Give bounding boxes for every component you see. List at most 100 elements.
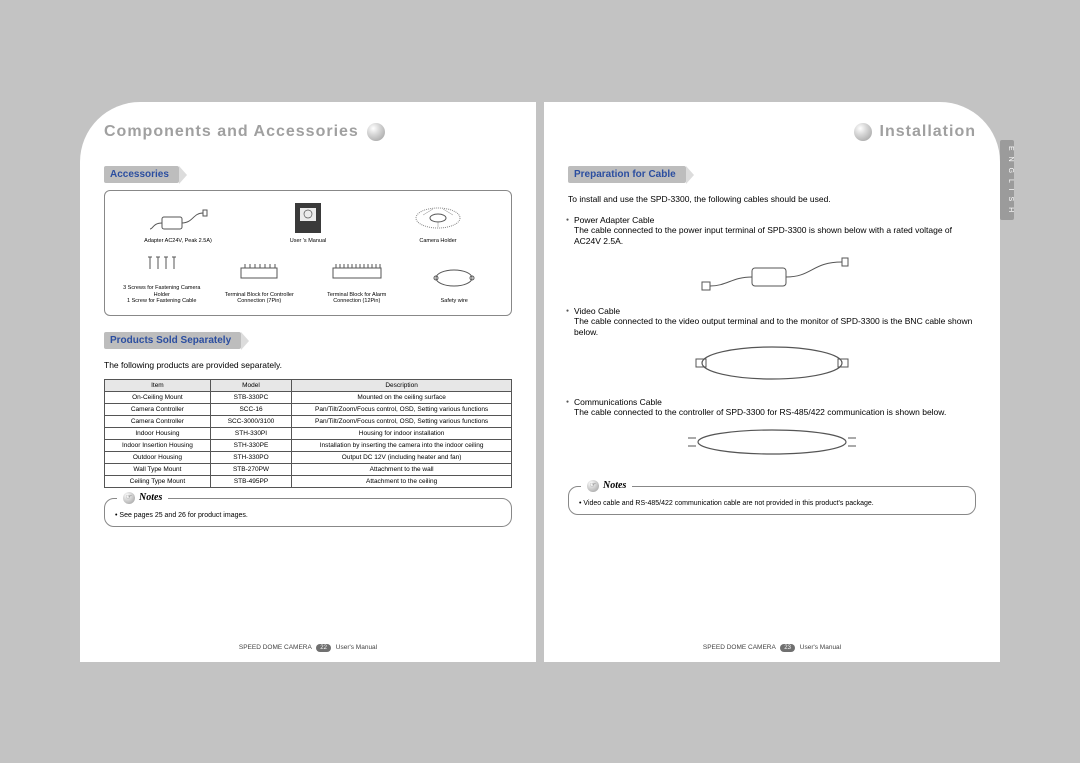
cable-title: Power Adapter Cable: [574, 215, 976, 225]
table-cell: STH-330PO: [210, 452, 291, 464]
terminal-7pin-icon: [213, 255, 307, 289]
holder-icon: [375, 201, 501, 235]
power-adapter-icon: [568, 252, 976, 292]
section-label: Products Sold Separately: [104, 332, 241, 349]
screws-icon: [115, 248, 209, 282]
separate-products-table: Item Model Description On-Ceiling MountS…: [104, 379, 512, 488]
table-row: Wall Type MountSTB-270PWAttachment to th…: [105, 464, 512, 476]
section-label: Preparation for Cable: [568, 166, 686, 183]
section-heading-accessories: Accessories: [104, 166, 512, 184]
section-tail-icon: [179, 166, 187, 184]
accessory-label: Camera Holder: [419, 238, 456, 244]
table-cell: STB-270PW: [210, 464, 291, 476]
page-right: E N G L I S H Installation Preparation f…: [544, 102, 1000, 662]
accessories-box: Adapter AC24V, Peak 2.5A) User 's Manual…: [104, 190, 512, 316]
cable-desc: The cable connected to the video output …: [574, 316, 976, 339]
table-cell: Camera Controller: [105, 404, 211, 416]
footer-product: SPEED DOME CAMERA: [703, 644, 776, 651]
accessory-item: Safety wire: [406, 261, 504, 305]
cable-item: Video Cable The cable connected to the v…: [568, 306, 976, 383]
accessory-item: Adapter AC24V, Peak 2.5A): [113, 201, 243, 245]
section-heading-cable: Preparation for Cable: [568, 166, 976, 184]
table-cell: STH-330PI: [210, 428, 291, 440]
page-number: 22: [316, 644, 331, 652]
section-tail-icon: [241, 332, 249, 350]
table-cell: Camera Controller: [105, 416, 211, 428]
notes-box-left: ☞ Notes • See pages 25 and 26 for produc…: [104, 498, 512, 527]
footer-product: SPEED DOME CAMERA: [239, 644, 312, 651]
manual-icon: [245, 201, 371, 235]
accessory-label: User 's Manual: [290, 238, 327, 244]
accessory-label: Safety wire: [441, 298, 468, 304]
hand-icon: ☞: [123, 492, 135, 504]
accessory-item: Terminal Block for Alarm Connection (12P…: [308, 255, 406, 305]
sphere-icon: [367, 123, 385, 141]
notes-box-right: ☞ Notes • Video cable and RS-485/422 com…: [568, 486, 976, 515]
table-cell: Installation by inserting the camera int…: [292, 440, 512, 452]
table-cell: Output DC 12V (including heater and fan): [292, 452, 512, 464]
separate-intro: The following products are provided sepa…: [104, 360, 512, 371]
table-cell: Indoor Housing: [105, 428, 211, 440]
accessory-label: Terminal Block for Controller Connection…: [225, 292, 294, 305]
table-cell: Mounted on the ceiling surface: [292, 392, 512, 404]
footer-right: SPEED DOME CAMERA 23 User's Manual: [568, 636, 976, 652]
table-cell: Attachment to the ceiling: [292, 476, 512, 488]
accessories-row-2: 3 Screws for Fastening Camera Holder 1 S…: [113, 248, 503, 305]
chapter-header-left: Components and Accessories: [104, 120, 512, 144]
footer-left: SPEED DOME CAMERA 22 User's Manual: [104, 636, 512, 652]
table-row: Indoor Insertion HousingSTH-330PEInstall…: [105, 440, 512, 452]
table-header-row: Item Model Description: [105, 380, 512, 392]
cable-desc: The cable connected to the power input t…: [574, 225, 976, 248]
table-cell: Wall Type Mount: [105, 464, 211, 476]
chapter-title-right: Installation: [880, 123, 976, 141]
terminal-12pin-icon: [310, 255, 404, 289]
adapter-icon: [115, 201, 241, 235]
table-cell: Pan/Tilt/Zoom/Focus control, OSD, Settin…: [292, 416, 512, 428]
hand-icon: ☞: [587, 480, 599, 492]
sphere-icon: [854, 123, 872, 141]
table-cell: Attachment to the wall: [292, 464, 512, 476]
table-header: Item: [105, 380, 211, 392]
accessory-label: Terminal Block for Alarm Connection (12P…: [327, 292, 386, 305]
table-cell: Housing for indoor installation: [292, 428, 512, 440]
accessory-item: User 's Manual: [243, 201, 373, 245]
spread: Components and Accessories Accessories A…: [80, 102, 1000, 662]
table-cell: Ceiling Type Mount: [105, 476, 211, 488]
cable-title: Video Cable: [574, 306, 976, 316]
accessory-item: Camera Holder: [373, 201, 503, 245]
cable-list: Power Adapter Cable The cable connected …: [568, 215, 976, 476]
page-number: 23: [780, 644, 795, 652]
footer-suffix: User's Manual: [336, 644, 377, 651]
notes-label: Notes: [139, 491, 162, 504]
notes-text: • Video cable and RS-485/422 communicati…: [579, 499, 965, 508]
table-cell: Pan/Tilt/Zoom/Focus control, OSD, Settin…: [292, 404, 512, 416]
section-heading-separate: Products Sold Separately: [104, 332, 512, 350]
table-row: Outdoor HousingSTH-330POOutput DC 12V (i…: [105, 452, 512, 464]
accessory-item: 3 Screws for Fastening Camera Holder 1 S…: [113, 248, 211, 305]
footer-suffix: User's Manual: [800, 644, 841, 651]
safety-wire-icon: [408, 261, 502, 295]
video-cable-icon: [568, 343, 976, 383]
accessories-row-1: Adapter AC24V, Peak 2.5A) User 's Manual…: [113, 201, 503, 245]
notes-tag: ☞ Notes: [117, 491, 168, 504]
cable-title: Communications Cable: [574, 397, 976, 407]
table-cell: Outdoor Housing: [105, 452, 211, 464]
notes-text: • See pages 25 and 26 for product images…: [115, 511, 501, 520]
table-cell: STB-495PP: [210, 476, 291, 488]
cable-item: Power Adapter Cable The cable connected …: [568, 215, 976, 292]
notes-tag: ☞ Notes: [581, 479, 632, 492]
comm-cable-icon: [568, 422, 976, 462]
table-row: Camera ControllerSCC-16Pan/Tilt/Zoom/Foc…: [105, 404, 512, 416]
table-row: Indoor HousingSTH-330PIHousing for indoo…: [105, 428, 512, 440]
table-cell: SCC-3000/3100: [210, 416, 291, 428]
section-label: Accessories: [104, 166, 179, 183]
page-left: Components and Accessories Accessories A…: [80, 102, 536, 662]
table-row: On-Ceiling MountSTB-330PCMounted on the …: [105, 392, 512, 404]
table-row: Ceiling Type MountSTB-495PPAttachment to…: [105, 476, 512, 488]
table-cell: Indoor Insertion Housing: [105, 440, 211, 452]
chapter-header-right: Installation: [568, 120, 976, 144]
cable-item: Communications Cable The cable connected…: [568, 397, 976, 462]
table-cell: SCC-16: [210, 404, 291, 416]
table-cell: On-Ceiling Mount: [105, 392, 211, 404]
section-tail-icon: [686, 166, 694, 184]
